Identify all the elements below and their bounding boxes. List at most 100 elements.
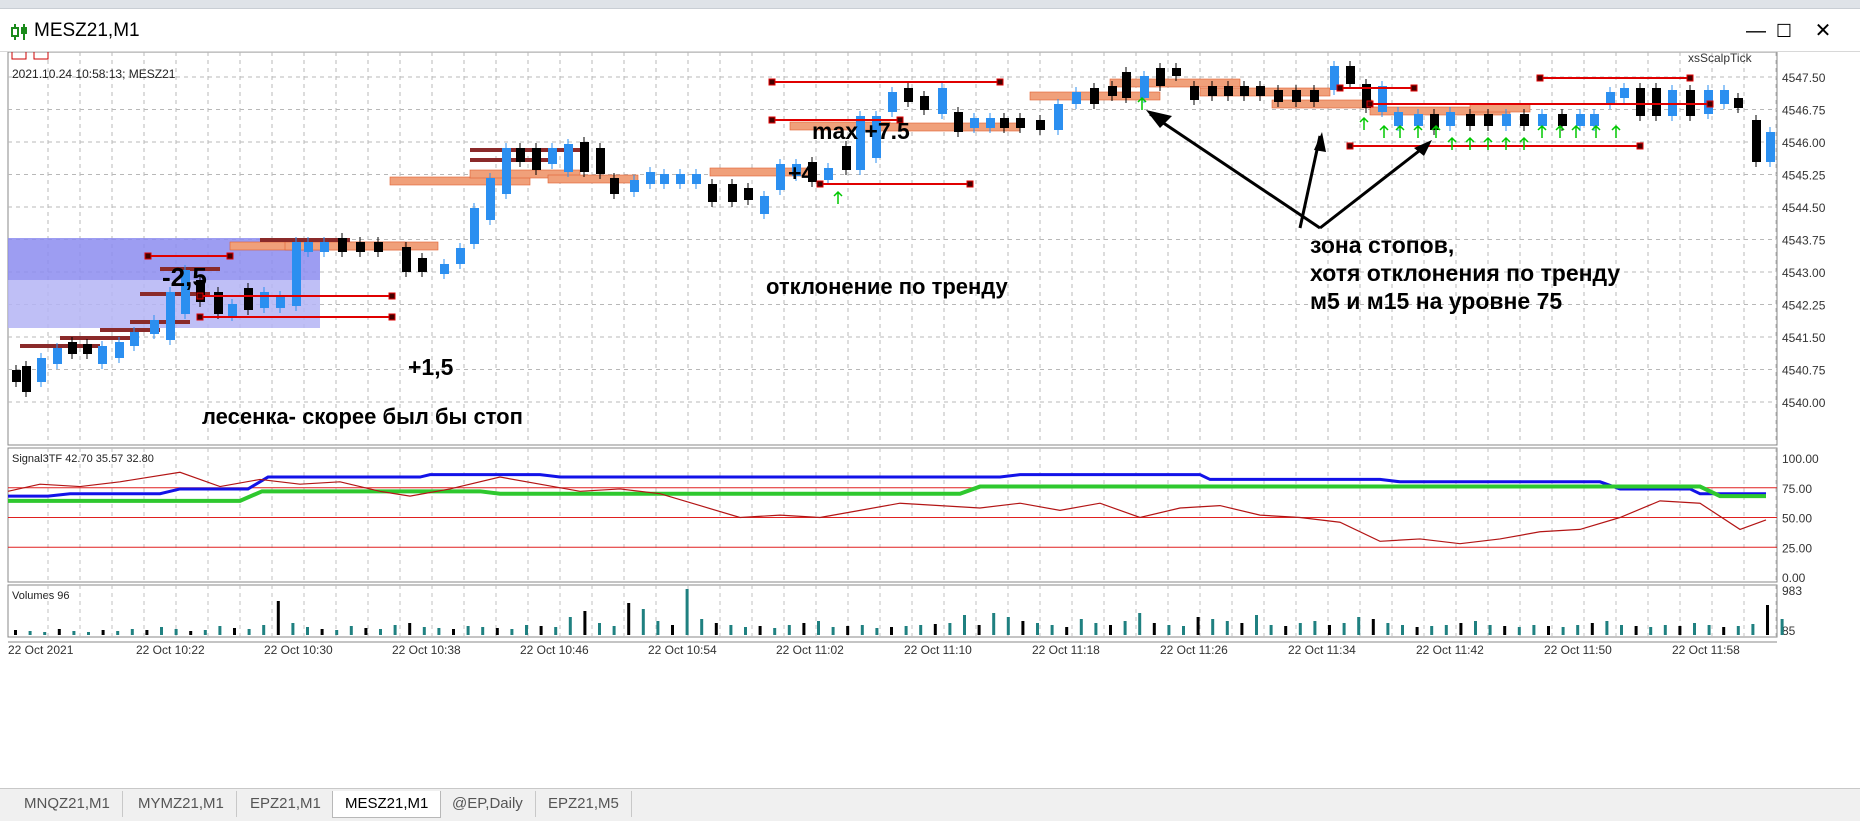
tab-ep-daily[interactable]: @EP,Daily [440,791,536,817]
volume-bar [554,627,558,635]
volume-bar [1006,617,1010,635]
volume-bar [1722,627,1726,635]
volume-bar [1415,627,1419,635]
candle-body [1466,114,1475,126]
candle-body [1208,86,1217,96]
chart-canvas[interactable]: 4547.50 4546.75 4546.00 4545.25 4544.50 4543.… [0,46,1860,787]
candle-body [470,208,479,244]
volume-bar [379,629,382,635]
candle-body [872,116,881,158]
candle-body [548,148,557,164]
chart-info-line: 2021.10.24 10:58:13; MESZ21 [12,67,176,81]
volume-bar [1576,625,1580,635]
time-tick-label: 22 Oct 11:26 [1160,643,1228,657]
candle-body [1140,76,1149,98]
ladder-level-bar [160,267,220,271]
candle-body [692,174,701,184]
volume-bar [510,629,514,635]
candle-body [68,342,77,354]
volume-bar [1182,626,1185,635]
time-tick-label: 22 Oct 11:10 [904,643,972,657]
volume-bar [1284,626,1288,635]
volume-bar [1707,625,1711,635]
price-tick-label: 4545.25 [1782,169,1826,183]
green-up-arrow [1447,136,1457,150]
signal-panel-label: Signal3TF 42.70 35.57 32.80 [12,453,154,465]
volume-bar [627,603,631,635]
volume-bar [466,626,470,635]
candle-body [1538,114,1547,126]
minimize-button[interactable]: — [1746,20,1766,42]
price-tick-label: 4541.50 [1782,331,1826,345]
indicator-name-label: xsScalpTick [1688,52,1753,65]
candle-body [630,180,639,192]
time-tick-label: 22 Oct 11:18 [1032,643,1100,657]
volume-bar [1123,621,1127,635]
tab-mesz21-m1[interactable]: MESZ21,M1 [332,791,442,818]
volume-bar [291,623,295,635]
volume-bar [1357,617,1361,635]
volume-bar [1736,626,1740,635]
candle-body [22,366,31,392]
annotation-stop-zone: зона стопов, [1310,232,1455,258]
candle-body [1122,72,1131,98]
candle-body [1720,90,1729,104]
candle-body [1240,86,1249,96]
price-tick-label: 4544.50 [1782,201,1826,215]
candle-body [1734,98,1743,108]
candle-body [920,96,929,110]
candle-body [986,118,995,128]
candle-body [516,148,525,162]
candle-body [808,162,817,182]
level-marker [1706,100,1714,108]
candle-body [338,238,347,252]
candle-body [1590,114,1599,126]
tab-epz21-m5[interactable]: EPZ21,M5 [536,791,632,817]
level-zone-bar [469,169,581,179]
volume-bar [875,628,879,635]
volume-bar [28,631,32,635]
volume-panel-label: Volumes 96 [12,590,69,602]
volume-bar [598,623,601,635]
tab-epz21-m1[interactable]: EPZ21,M1 [238,791,334,817]
time-tick-label: 22 Oct 10:54 [648,643,717,657]
tab-mnqz21-m1[interactable]: MNQZ21,M1 [12,791,123,817]
volume-bar [758,626,762,635]
volume-bar [233,628,236,635]
level-marker [1346,142,1354,150]
ladder-level-bar [100,328,160,332]
volume-bar [247,629,251,635]
maximize-button[interactable]: ☐ [1775,21,1793,41]
volume-bar [612,626,616,635]
candle-body [374,242,383,252]
close-button[interactable]: ✕ [1814,20,1832,42]
volume-bar [1634,626,1638,635]
candle-body [1414,114,1423,126]
volume-bar [671,625,674,635]
chart-area[interactable]: 4547.50 4546.75 4546.00 4545.25 4544.50 4543.… [0,46,1860,787]
chart-window-icon [11,24,27,40]
candle-body [440,264,449,274]
candle-body [1636,88,1645,116]
candle-body [196,280,205,302]
volume-bar [72,631,76,635]
volume-bar [583,611,587,635]
volume-bar [174,629,178,635]
candle-body [130,332,139,346]
candle-body [904,88,913,102]
annotation-minus-2-5: -2,5 [162,262,207,292]
tab-mymz21-m1[interactable]: MYMZ21,M1 [126,791,237,817]
volume-bar [1065,627,1069,635]
volume-bar [1649,627,1653,635]
candle-body [1558,114,1567,126]
window-title: MESZ21,M1 [34,20,140,41]
volume-bar [189,631,193,635]
volume-bar [1532,625,1536,635]
volume-bar [276,601,280,635]
price-tick-label: 4540.00 [1782,396,1826,410]
volume-bar [1255,615,1258,635]
volume-bar [101,630,105,635]
ladder-level-bar [60,336,130,340]
time-tick-label: 22 Oct 10:30 [264,643,333,657]
volume-bar [1517,627,1521,635]
